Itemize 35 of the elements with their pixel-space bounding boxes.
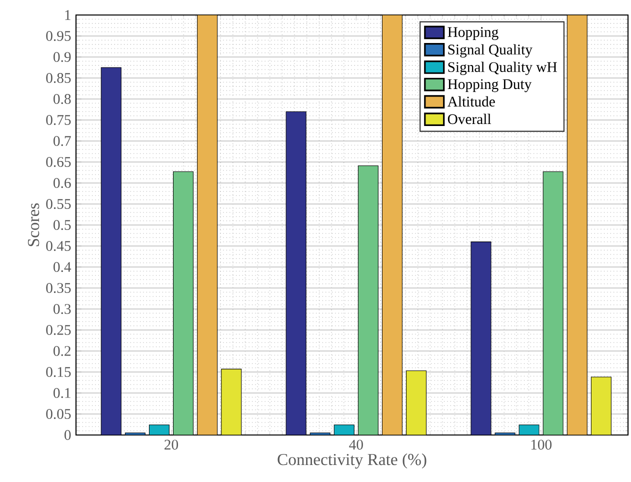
y-tick-label: 0.95 (46, 31, 71, 41)
y-axis-title: Scores (28, 203, 40, 246)
bar (100, 67, 122, 435)
y-tick-label: 0.65 (46, 157, 71, 167)
y-tick-label: 0.9 (54, 52, 71, 62)
y-tick-label: 0.15 (46, 367, 71, 377)
y-tick-label: 0.35 (46, 283, 71, 293)
x-tick-label: 20 (164, 440, 178, 450)
legend-label: Hopping Duty (448, 79, 532, 92)
y-tick-label: 0 (64, 430, 71, 440)
x-tick-label: 100 (531, 440, 552, 450)
y-tick-label: 0.55 (46, 199, 71, 209)
x-tick-label: 40 (349, 440, 363, 450)
legend-label: Overall (448, 114, 492, 124)
legend-label: Signal Quality (448, 44, 532, 58)
y-tick-label: 0.1 (54, 388, 70, 398)
y-tick-label: 0.3 (54, 304, 71, 314)
bar (286, 111, 306, 435)
y-tick-label: 0.05 (46, 409, 71, 419)
y-tick-label: 0.8 (54, 94, 71, 104)
bar (470, 242, 492, 435)
y-tick-label: 0.5 (54, 220, 71, 230)
y-tick-label: 0.85 (46, 73, 71, 83)
legend-label: Signal Quality wH (448, 62, 557, 76)
y-tick-label: 0.6 (54, 178, 71, 188)
y-tick-label: 0.7 (54, 136, 71, 146)
legend-label: Hopping (448, 27, 498, 40)
legend-label: Altitude (447, 96, 495, 107)
y-tick-label: 0.4 (54, 262, 72, 272)
x-axis-title: Connectivity Rate (%) (278, 453, 426, 469)
y-tick-label: 0.2 (54, 346, 70, 356)
y-tick-label: 0.75 (46, 115, 71, 125)
y-tick-label: 0.45 (46, 241, 71, 251)
y-tick-label: 1 (65, 10, 70, 20)
y-tick-label: 0.25 (46, 325, 71, 335)
